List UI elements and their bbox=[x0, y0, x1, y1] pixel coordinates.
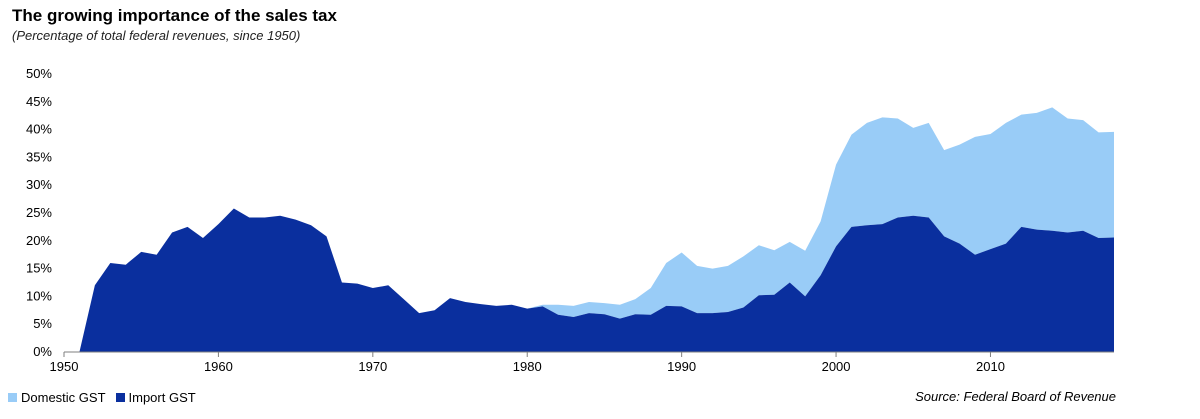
legend-swatch-domestic bbox=[8, 393, 17, 402]
legend-swatch-import bbox=[115, 393, 125, 402]
chart-title: The growing importance of the sales tax bbox=[12, 6, 337, 25]
y-tick-label: 5% bbox=[33, 316, 52, 331]
x-tick-label: 1970 bbox=[358, 359, 387, 374]
legend-item-import: Import GST bbox=[115, 390, 196, 405]
y-tick-label: 30% bbox=[26, 177, 52, 192]
y-tick-label: 25% bbox=[26, 205, 52, 220]
x-tick-label: 1980 bbox=[513, 359, 542, 374]
y-tick-label: 50% bbox=[26, 66, 52, 81]
chart-legend: Domestic GST Import GST bbox=[8, 390, 196, 405]
x-tick-label: 2000 bbox=[822, 359, 851, 374]
y-tick-label: 10% bbox=[26, 288, 52, 303]
x-tick-label: 1990 bbox=[667, 359, 696, 374]
y-tick-label: 0% bbox=[33, 344, 52, 359]
legend-label-domestic: Domestic GST bbox=[21, 390, 106, 405]
y-tick-label: 45% bbox=[26, 94, 52, 109]
y-tick-label: 20% bbox=[26, 233, 52, 248]
legend-label-import: Import GST bbox=[128, 390, 196, 405]
chart-subtitle: (Percentage of total federal revenues, s… bbox=[12, 28, 301, 43]
x-tick-label: 2010 bbox=[976, 359, 1005, 374]
y-tick-label: 15% bbox=[26, 261, 52, 276]
legend-item-domestic: Domestic GST bbox=[8, 390, 106, 405]
x-tick-label: 1950 bbox=[50, 359, 79, 374]
y-tick-label: 35% bbox=[26, 149, 52, 164]
x-tick-label: 1960 bbox=[204, 359, 233, 374]
y-tick-label: 40% bbox=[26, 122, 52, 137]
source-note: Source: Federal Board of Revenue bbox=[915, 389, 1116, 404]
area-import-gst bbox=[64, 208, 1114, 352]
area-domestic-gst bbox=[64, 107, 1114, 352]
area-chart: 0% 5% 10% 15% 20% 25% 30% 35% 40% 45% 50% 1950 1960 1… bbox=[26, 66, 1114, 374]
